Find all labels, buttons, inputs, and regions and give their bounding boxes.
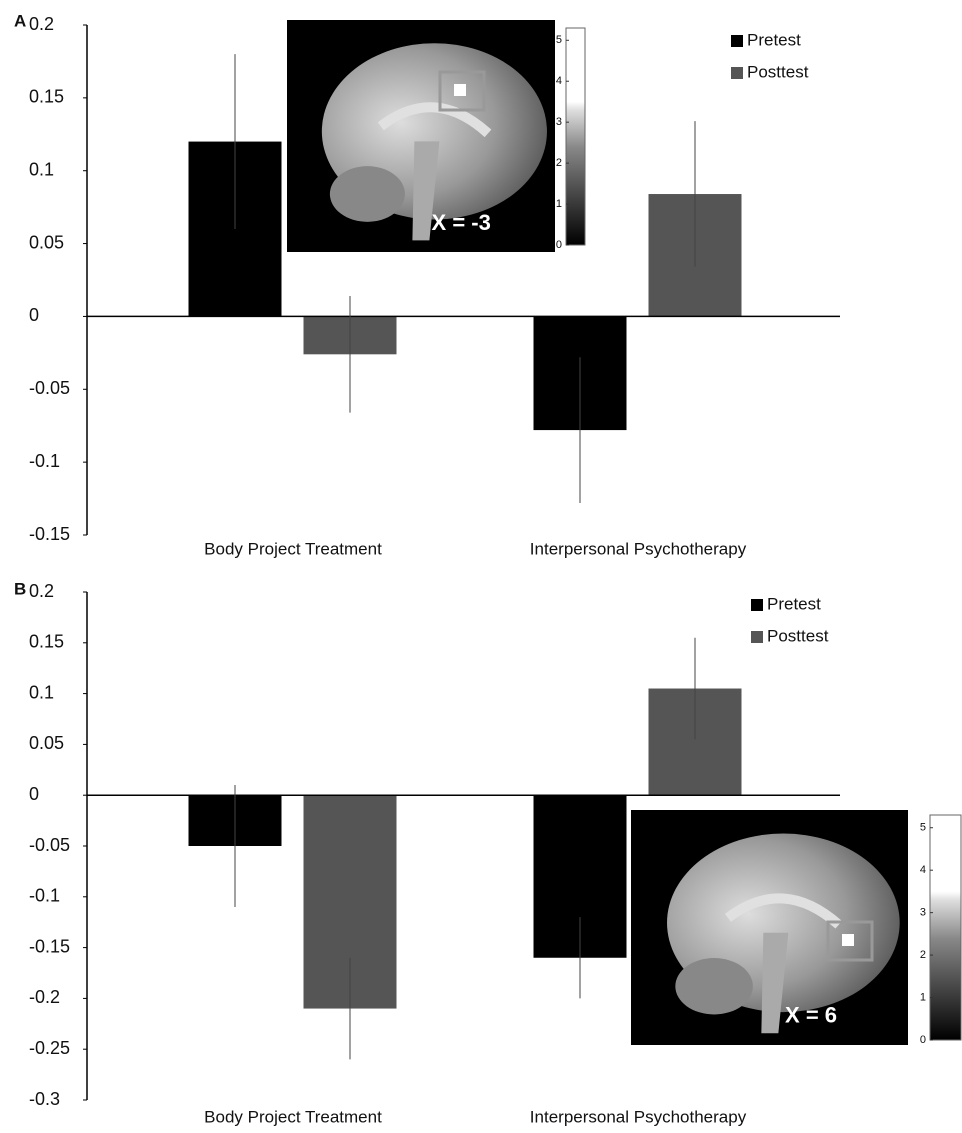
- panel-label: B: [14, 579, 26, 598]
- legend-swatch: [731, 67, 743, 79]
- y-tick-label: -0.2: [29, 987, 60, 1007]
- colorbar-tick-label: 4: [920, 864, 926, 876]
- figure: A0.20.150.10.050-0.05-0.1-0.15Body Proje…: [0, 0, 962, 1133]
- colorbar-tick-label: 3: [920, 907, 926, 919]
- y-tick-label: -0.3: [29, 1089, 60, 1109]
- legend-label: Posttest: [747, 62, 809, 81]
- activation: [842, 934, 854, 946]
- colorbar-tick-label: 2: [920, 949, 926, 961]
- colorbar-tick-label: 2: [556, 157, 562, 169]
- y-tick-label: 0.2: [29, 14, 54, 34]
- y-tick-label: -0.15: [29, 524, 70, 544]
- y-tick-label: 0.05: [29, 733, 64, 753]
- y-tick-label: -0.15: [29, 936, 70, 956]
- panel-label: A: [14, 11, 26, 30]
- colorbar-tick-label: 1: [556, 198, 562, 210]
- y-tick-label: -0.1: [29, 451, 60, 471]
- colorbar-tick-label: 1: [920, 991, 926, 1003]
- inset-label: X = 6: [785, 1003, 837, 1028]
- legend-label: Posttest: [767, 626, 829, 645]
- inset-label: X = -3: [432, 210, 491, 235]
- legend-swatch: [731, 35, 743, 47]
- legend-label: Pretest: [767, 594, 821, 613]
- activation: [454, 84, 466, 96]
- x-tick-label: Interpersonal Psychotherapy: [530, 1107, 747, 1126]
- legend-swatch: [751, 631, 763, 643]
- colorbar-tick-label: 3: [556, 116, 562, 128]
- brain-cerebellum: [330, 166, 405, 222]
- colorbar-tick-label: 5: [556, 34, 562, 46]
- y-tick-label: -0.1: [29, 886, 60, 906]
- y-tick-label: 0.1: [29, 682, 54, 702]
- y-tick-label: 0.15: [29, 632, 64, 652]
- y-tick-label: -0.05: [29, 835, 70, 855]
- x-tick-label: Body Project Treatment: [204, 1107, 382, 1126]
- brain-cerebellum: [675, 958, 753, 1014]
- colorbar: [566, 28, 585, 245]
- colorbar: [930, 815, 961, 1040]
- x-tick-label: Body Project Treatment: [204, 539, 382, 558]
- colorbar-tick-label: 5: [920, 822, 926, 834]
- y-tick-label: 0.05: [29, 232, 64, 252]
- y-tick-label: 0: [29, 784, 39, 804]
- y-tick-label: -0.25: [29, 1038, 70, 1058]
- legend-label: Pretest: [747, 30, 801, 49]
- colorbar-tick-label: 4: [556, 75, 562, 87]
- y-tick-label: 0.15: [29, 87, 64, 107]
- y-tick-label: 0.2: [29, 581, 54, 601]
- y-tick-label: 0: [29, 305, 39, 325]
- y-tick-label: 0.1: [29, 159, 54, 179]
- colorbar-tick-label: 0: [556, 239, 562, 251]
- x-tick-label: Interpersonal Psychotherapy: [530, 539, 747, 558]
- legend-swatch: [751, 599, 763, 611]
- colorbar-tick-label: 0: [920, 1034, 926, 1046]
- y-tick-label: -0.05: [29, 378, 70, 398]
